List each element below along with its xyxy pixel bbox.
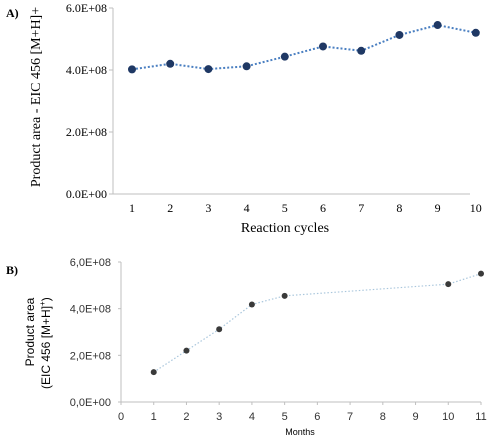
panel-b-x-tick-label: 4 bbox=[249, 411, 255, 423]
panel-a-data-point bbox=[128, 65, 136, 74]
panel-b: B) Product area (EIC 456 [M+H]+) Months … bbox=[6, 257, 487, 437]
panel-b-x-tick-label: 9 bbox=[412, 411, 418, 423]
panel-a-y-tick-label: 6.0E+08 bbox=[66, 1, 107, 15]
panel-a-data-point bbox=[319, 42, 327, 51]
panel-b-series bbox=[150, 270, 484, 376]
panel-a-y-tick-label: 4.0E+08 bbox=[66, 63, 107, 77]
panel-b-x-tick-label: 5 bbox=[282, 411, 288, 423]
panel-b-x-tick-label: 11 bbox=[475, 411, 486, 423]
panel-a-ylabel: Product area - EIC 456 [M+H]+ bbox=[29, 7, 44, 187]
panel-a-x-tick-label: 10 bbox=[470, 201, 482, 215]
panel-b-x-tick-label: 8 bbox=[380, 411, 386, 423]
panel-a-x-tick-label: 5 bbox=[282, 201, 288, 215]
panel-a-x-tick-label: 8 bbox=[396, 201, 402, 215]
panel-b-ylabel-line2-text: (EIC 456 [M+H] bbox=[39, 306, 53, 389]
panel-b-data-point bbox=[216, 326, 223, 333]
panel-a: A) Product area - EIC 456 [M+H]+ Reactio… bbox=[6, 1, 482, 236]
panel-b-y-tick-label: 4,0E+08 bbox=[70, 304, 111, 316]
panel-b-ylabel-superscript: + bbox=[38, 301, 47, 306]
panel-a-x-tick-label: 2 bbox=[167, 201, 173, 215]
panel-b-y-tick-label: 2,0E+08 bbox=[70, 350, 111, 362]
panel-b-ylabel-line1: Product area bbox=[23, 297, 37, 366]
panel-b-x-tick-label: 0 bbox=[118, 411, 124, 423]
panel-a-data-point bbox=[166, 59, 175, 68]
panel-b-x-tick-label: 3 bbox=[216, 411, 222, 423]
panel-a-series-line bbox=[131, 24, 476, 71]
panel-b-x-tick-label: 6 bbox=[314, 411, 320, 423]
panel-b-x-tick-label: 10 bbox=[442, 411, 454, 423]
panel-a-x-tick-label: 3 bbox=[205, 201, 211, 215]
panel-a-y-tick-label: 0.0E+00 bbox=[66, 187, 107, 201]
panel-b-x-tick-label: 1 bbox=[151, 411, 157, 423]
panel-a-axes: 0.0E+00 2.0E+08 4.0E+08 6.0E+08 1 2 3 4 5 6 7 8 9 10 bbox=[66, 1, 482, 215]
panel-a-x-tick-label: 6 bbox=[320, 201, 326, 215]
panel-b-ylabel-line2: (EIC 456 [M+H]+) bbox=[38, 297, 53, 389]
panel-b-x-tick-label: 7 bbox=[347, 411, 353, 423]
panel-b-data-point bbox=[183, 347, 190, 354]
panel-b-label: B) bbox=[6, 263, 18, 277]
panel-a-xlabel: Reaction cycles bbox=[241, 221, 329, 236]
panel-b-data-point bbox=[248, 301, 255, 308]
panel-a-data-point bbox=[471, 28, 480, 37]
panel-a-data-point bbox=[357, 46, 366, 55]
panel-a-label: A) bbox=[6, 6, 19, 20]
panel-a-x-tick-label: 7 bbox=[358, 201, 364, 215]
panel-a-data-point bbox=[280, 52, 289, 61]
panel-b-data-point bbox=[150, 369, 157, 376]
panel-a-data-point bbox=[433, 21, 442, 30]
panel-b-y-tick-label: 6,0E+08 bbox=[70, 257, 111, 269]
panel-a-data-point bbox=[242, 62, 251, 71]
panel-a-series bbox=[128, 21, 480, 74]
panel-a-y-tick-label: 2.0E+08 bbox=[66, 125, 107, 139]
panel-b-data-point bbox=[445, 281, 452, 288]
panel-b-ylabel-close: ) bbox=[39, 297, 53, 301]
panel-b-xlabel: Months bbox=[285, 427, 315, 437]
panel-b-data-point bbox=[281, 292, 288, 299]
panel-b-series-line bbox=[153, 273, 482, 373]
panel-a-data-point bbox=[204, 65, 213, 74]
panel-b-data-point bbox=[478, 270, 484, 277]
panel-a-x-tick-label: 4 bbox=[244, 201, 250, 215]
panel-b-axes: 0,0E+00 2,0E+08 4,0E+08 6,0E+08 0 1 2 3 4 5 6 7 8 9 10… bbox=[70, 257, 487, 423]
panel-a-data-point bbox=[395, 30, 404, 39]
panel-a-x-tick-label: 9 bbox=[435, 201, 441, 215]
panel-b-y-tick-label: 0,0E+00 bbox=[70, 397, 111, 409]
panel-b-x-tick-label: 2 bbox=[183, 411, 189, 423]
panel-a-x-tick-label: 1 bbox=[129, 201, 135, 215]
